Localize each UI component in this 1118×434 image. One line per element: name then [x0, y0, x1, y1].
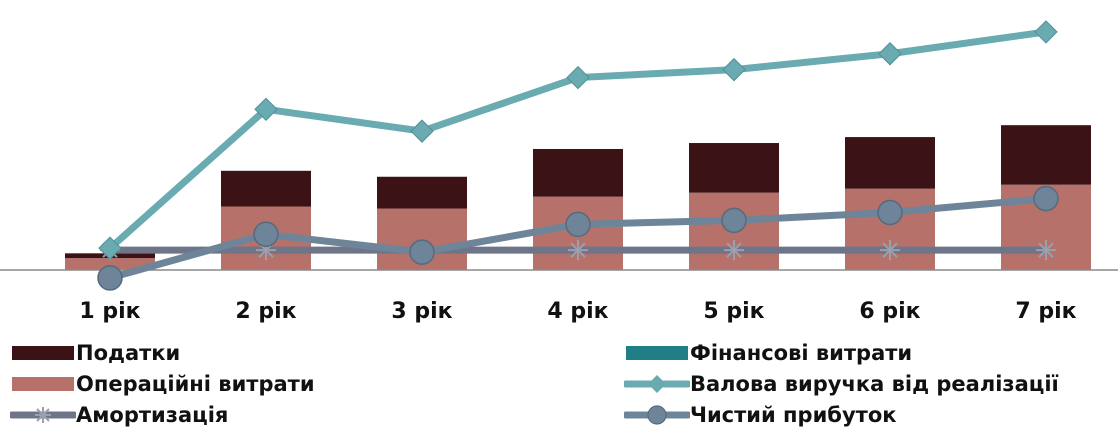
series-marker-0-2	[254, 97, 278, 122]
bar-segment-2-2	[221, 170, 311, 207]
bar-segment-2-3	[377, 176, 467, 209]
x-tick-label-3: 3 рік	[391, 299, 452, 324]
legend-swatch-4	[624, 375, 690, 393]
x-tick-label-2: 2 рік	[235, 299, 296, 324]
legend-item-6: Чистий прибуток	[624, 400, 897, 430]
legend-swatch-2	[626, 346, 688, 360]
legend-label-1: Податки	[76, 341, 181, 365]
series-marker-2-1	[97, 265, 123, 291]
bar-segment-2-5	[689, 143, 779, 193]
legend-item-5: Амортизація	[10, 400, 228, 430]
bar-segment-2-6	[845, 137, 935, 189]
legend-swatch-3	[12, 377, 74, 391]
legend-label-5: Амортизація	[76, 403, 229, 427]
series-marker-0-7	[1034, 20, 1058, 44]
x-tick-label-7: 7 рік	[1015, 299, 1076, 324]
series-marker-2-3	[409, 239, 435, 265]
series-marker-1-4	[568, 240, 588, 261]
legend-item-4: Валова виручка від реалізації	[624, 369, 1059, 399]
series-marker-1-5	[724, 240, 744, 261]
series-marker-2-4	[565, 211, 591, 238]
legend-label-2: Фінансові витрати	[690, 341, 913, 365]
series-marker-0-1	[98, 236, 122, 260]
series-marker-1-7	[1036, 240, 1056, 261]
legend-swatch-5	[10, 407, 76, 423]
legend-swatch-1	[12, 346, 74, 360]
series-marker-0-6	[878, 42, 902, 66]
x-tick-labels: 1 рік 2 рік 3 рік 4 рік 5 рік 6 рік 7 рік	[79, 299, 1076, 324]
series-marker-2-6	[877, 199, 903, 226]
legend-swatch-6	[624, 405, 690, 425]
series-marker-1-6	[880, 240, 900, 261]
x-tick-label-5: 5 рік	[703, 299, 764, 324]
bar-segment-2-4	[533, 148, 623, 197]
series-marker-0-3	[410, 119, 434, 143]
legend-item-3: Операційні витрати	[10, 369, 315, 399]
legend-label-4: Валова виручка від реалізації	[690, 372, 1059, 396]
legend-item-2: Фінансові витрати	[624, 338, 912, 368]
series-marker-2-2	[253, 221, 279, 248]
series-marker-2-7	[1033, 185, 1059, 212]
legend-label-3: Операційні витрати	[76, 372, 315, 396]
legend-label-6: Чистий прибуток	[690, 403, 897, 427]
legend-item-1: Податки	[10, 338, 180, 368]
chart: 1 рік 2 рік 3 рік 4 рік 5 рік 6 рік 7 рік	[0, 20, 1118, 324]
series-marker-2-5	[721, 207, 747, 234]
series-marker-0-5	[722, 57, 746, 82]
x-tick-label-1: 1 рік	[79, 299, 140, 324]
lines-layer	[97, 20, 1059, 291]
legend: Податки Фінансові витрати Операційні витра…	[0, 338, 1118, 434]
bar-segment-0-1	[65, 258, 155, 270]
x-tick-label-6: 6 рік	[859, 299, 920, 324]
bars-layer	[65, 125, 1091, 270]
x-tick-label-4: 4 рік	[547, 299, 608, 324]
bar-segment-2-7	[1001, 125, 1091, 185]
series-marker-0-4	[566, 65, 590, 90]
